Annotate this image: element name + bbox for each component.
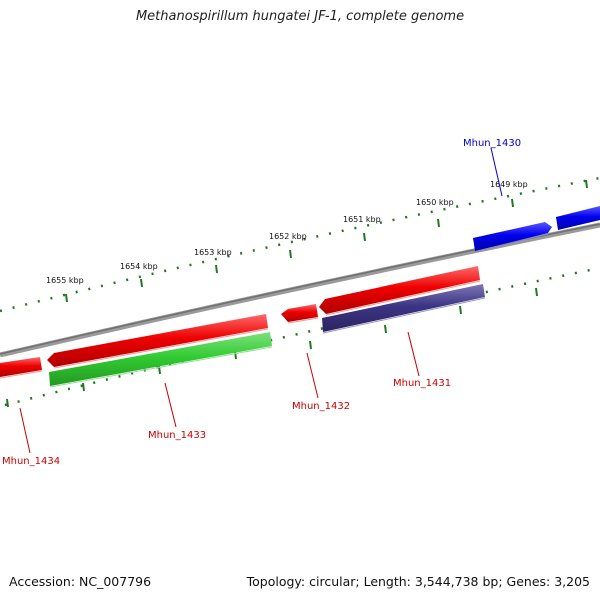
leader-line-mhun-1431 [407, 331, 420, 377]
genome-info-text: Topology: circular; Length: 3,544,738 bp… [246, 574, 590, 589]
outer-major-ticks [65, 179, 588, 303]
scale-label: 1651 kbp [343, 215, 381, 224]
scale-label: 1652 kbp [269, 232, 307, 241]
leader-line-mhun-1434 [19, 407, 31, 454]
scale-label: 1655 kbp [46, 276, 84, 285]
scale-label: 1653 kbp [194, 248, 232, 257]
gene-label-mhun-1434[interactable]: Mhun_1434 [2, 456, 60, 467]
leader-line-mhun-1433 [164, 382, 177, 428]
gene-label-mhun-1432[interactable]: Mhun_1432 [292, 401, 350, 412]
scale-label: 1650 kbp [416, 198, 454, 207]
gene-mhun-1432[interactable] [281, 304, 319, 324]
scale-label: 1654 kbp [120, 262, 158, 271]
gene-mhun-1430[interactable] [473, 206, 600, 253]
scale-label: 1649 kbp [490, 180, 528, 189]
leader-line-mhun-1432 [306, 352, 319, 399]
gene-mhun-1431-feature[interactable] [322, 284, 486, 334]
gene-mhun-1431[interactable] [319, 266, 481, 316]
gene-mhun-1433[interactable] [47, 314, 269, 369]
gene-label-mhun-1430[interactable]: Mhun_1430 [463, 138, 521, 149]
accession-text: Accession: NC_007796 [9, 574, 152, 589]
map-title: Methanospirillum hungatei JF-1, complete… [135, 9, 465, 24]
gene-label-mhun-1433[interactable]: Mhun_1433 [148, 430, 206, 441]
gene-mhun-1433-feature[interactable] [49, 332, 273, 388]
gene-mhun-1434[interactable] [0, 357, 43, 379]
leader-line-mhun-1430 [490, 147, 503, 197]
gene-label-mhun-1431[interactable]: Mhun_1431 [393, 378, 451, 389]
